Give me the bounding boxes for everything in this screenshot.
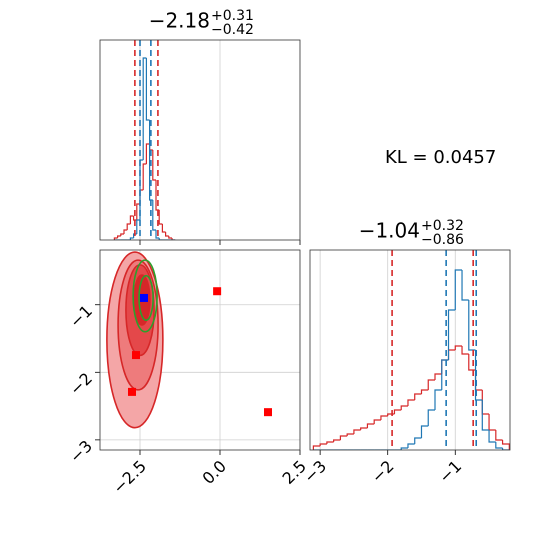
- x-tick-label: 0.0: [199, 457, 230, 488]
- hist-step: [461, 270, 469, 301]
- hist-step: [495, 442, 503, 449]
- point: [140, 293, 148, 302]
- hist-step: [407, 443, 415, 448]
- hist-step: [414, 393, 422, 400]
- hist-step: [339, 435, 348, 440]
- hist-step: [149, 120, 153, 201]
- hist-step: [441, 359, 449, 390]
- hist-step: [393, 409, 402, 414]
- hist-step: [152, 200, 156, 231]
- hist-step: [420, 425, 429, 438]
- hist-step: [420, 389, 429, 394]
- hist-step: [171, 238, 176, 240]
- hist-step: [360, 427, 368, 430]
- hist-step: [414, 437, 422, 444]
- hist-step: [468, 300, 476, 351]
- title-lower: −0.42: [211, 22, 254, 38]
- hist-step: [326, 441, 334, 444]
- hist-step: [501, 440, 510, 450]
- title-value: −1.04: [359, 219, 420, 243]
- panel-frame: [99, 39, 301, 241]
- plot-area: [113, 40, 300, 240]
- hist-step: [145, 58, 150, 121]
- y-tick-label: −3: [66, 436, 96, 466]
- point: [264, 408, 272, 417]
- hist-step: [113, 237, 118, 240]
- hist-step: [333, 439, 341, 442]
- contour: [132, 259, 158, 333]
- title-upper: +0.31: [211, 8, 254, 24]
- hist-step: [427, 409, 435, 426]
- hist-step: [129, 215, 134, 224]
- hist-step: [387, 413, 395, 416]
- title-upper: +0.32: [421, 218, 464, 234]
- hist-step: [126, 223, 131, 230]
- x-tick-label: −1: [435, 457, 465, 487]
- hist-step: [120, 233, 124, 236]
- y-tick-label: −2: [66, 369, 96, 399]
- title-lower: −0.86: [421, 232, 464, 248]
- hist-step: [129, 237, 134, 240]
- hist-step: [447, 349, 456, 360]
- hist-step: [488, 430, 496, 443]
- hist-step: [400, 405, 408, 410]
- hist-step: [133, 216, 137, 221]
- hist-step: [427, 379, 435, 390]
- point: [128, 387, 136, 396]
- title-value: −2.18: [149, 9, 210, 33]
- hist-step: [319, 443, 327, 446]
- hist-step: [346, 433, 354, 436]
- hist-step: [117, 235, 121, 238]
- hist-step: [481, 400, 490, 431]
- hist-step: [481, 390, 490, 415]
- hist-step: [155, 230, 160, 239]
- hist-step: [454, 345, 463, 350]
- hist-step: [158, 238, 163, 240]
- hist-step: [136, 203, 140, 220]
- hist-step: [434, 373, 442, 380]
- hist-step: [495, 430, 503, 441]
- x-tick-label: −2.5: [109, 457, 150, 498]
- hist-step: [454, 269, 463, 310]
- hist-step: [123, 229, 128, 234]
- hist-step: [136, 219, 140, 234]
- hist-step: [380, 415, 388, 420]
- hist-step: [461, 346, 469, 355]
- x-tick-label: −3: [300, 457, 330, 487]
- hist-step: [168, 236, 172, 239]
- hist-step: [434, 389, 442, 410]
- hist-step: [468, 354, 476, 371]
- point: [213, 287, 222, 296]
- hist-step: [145, 143, 150, 164]
- plot-area: [100, 250, 300, 450]
- hist-step: [133, 233, 137, 238]
- hist-step: [353, 429, 361, 434]
- hist-step: [152, 150, 156, 181]
- kl-annotation: KL = 0.0457: [385, 147, 496, 168]
- hist-step: [447, 309, 456, 360]
- plot-area: [312, 250, 510, 450]
- panel-frame: [309, 249, 511, 451]
- hist-step: [366, 423, 375, 428]
- panel-frame: [99, 249, 301, 451]
- hist-step: [142, 163, 147, 190]
- contour: [138, 274, 154, 322]
- hist-step: [312, 445, 321, 450]
- hist-step: [373, 419, 381, 424]
- hist-step: [161, 224, 166, 233]
- y-tick-label: −1: [66, 301, 96, 331]
- hist-step: [488, 414, 496, 431]
- hist-step: [501, 448, 510, 450]
- point: [132, 351, 140, 360]
- hist-step: [142, 57, 147, 160]
- hist-step: [441, 359, 449, 374]
- hist-step: [407, 399, 415, 406]
- hist-step: [158, 210, 163, 225]
- hist-step: [165, 232, 169, 237]
- x-tick-label: −2: [368, 457, 398, 487]
- hist-step: [400, 447, 408, 450]
